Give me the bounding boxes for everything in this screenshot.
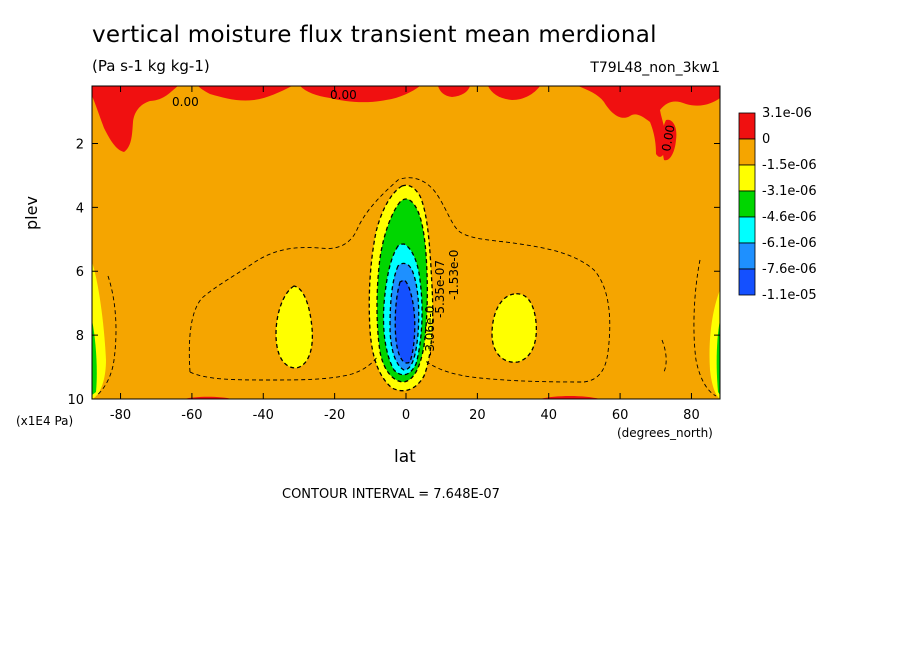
y-axis-units: (x1E4 Pa): [16, 414, 74, 428]
positive-region: [184, 396, 232, 399]
plot-axes: -80 -60 -40 -20 0 20 40 60 80 2 4 6 8 10: [67, 85, 721, 423]
x-tick-label: 20: [469, 408, 486, 423]
legend-label: -6.1e-06: [762, 236, 817, 251]
negative-region-level-7: [394, 279, 416, 364]
legend-label: -1.1e-05: [762, 288, 817, 303]
positive-region: [488, 86, 540, 100]
x-tick-label: 0: [402, 408, 410, 423]
positive-region: [540, 396, 600, 399]
legend-swatch: [738, 164, 756, 192]
contour-line: [95, 275, 117, 397]
contour-label: 0.00: [659, 124, 677, 153]
contour-label: -1.53e-0: [447, 250, 461, 300]
x-tick-label: 80: [683, 408, 700, 423]
contour-label: 0.00: [330, 88, 357, 102]
legend-label: 0: [762, 132, 770, 147]
edge-region: [92, 320, 97, 395]
x-tick-label: 40: [540, 408, 557, 423]
legend-swatch: [738, 242, 756, 270]
legend-swatch: [738, 138, 756, 166]
contour-interval-text: CONTOUR INTERVAL = 7.648E-07: [282, 487, 500, 502]
legend-label: 3.1e-06: [762, 106, 812, 121]
y-tick-label: 8: [76, 329, 84, 344]
dataset-label: T79L48_non_3kw1: [590, 60, 720, 76]
contour-line: [661, 339, 667, 373]
positive-region: [92, 86, 178, 152]
x-tick-label: -20: [324, 408, 345, 423]
contour-label: -5.35e-07: [433, 260, 447, 318]
y-tick-label: 2: [76, 137, 84, 152]
positive-region: [300, 86, 420, 103]
y-tick-label: 10: [67, 393, 84, 408]
edge-region: [716, 320, 720, 395]
legend-swatch: [738, 112, 756, 140]
positive-region: [438, 86, 470, 97]
y-tick-label: 6: [76, 265, 84, 280]
x-axis-label: lat: [394, 447, 416, 467]
positive-region: [662, 119, 677, 161]
legend-label: -4.6e-06: [762, 210, 817, 225]
chart-units: (Pa s-1 kg kg-1): [92, 57, 210, 75]
x-tick-label: -80: [110, 408, 131, 423]
negative-region-north: [491, 293, 538, 363]
contour-label: 0.00: [172, 95, 199, 109]
legend-swatch: [738, 216, 756, 244]
y-tick-label: 4: [76, 201, 84, 216]
contour-line: [189, 355, 379, 381]
positive-region: [578, 86, 720, 157]
legend-label: -1.5e-06: [762, 158, 817, 173]
x-tick-label: -60: [181, 408, 202, 423]
contour-line: [188, 177, 611, 383]
legend-swatch: [738, 190, 756, 218]
x-tick-label: -40: [253, 408, 274, 423]
x-axis-units: (degrees_north): [617, 426, 713, 440]
positive-region: [198, 86, 292, 101]
color-legend: 3.1e-06 0 -1.5e-06 -3.1e-06 -4.6e-06 -6.1e-06…: [738, 106, 817, 303]
chart-title: vertical moisture flux transient mean me…: [92, 22, 657, 48]
negative-region-south: [275, 285, 314, 369]
legend-swatch: [738, 268, 756, 296]
legend-label: -3.1e-06: [762, 184, 817, 199]
legend-label: -7.6e-06: [762, 262, 817, 277]
plot-field: 0.00 0.00 0.00 -1.53e-0-5.35e-07-3.06e-0: [92, 86, 720, 399]
contour-label: -3.06e-0: [423, 306, 437, 356]
x-tick-label: 60: [612, 408, 629, 423]
